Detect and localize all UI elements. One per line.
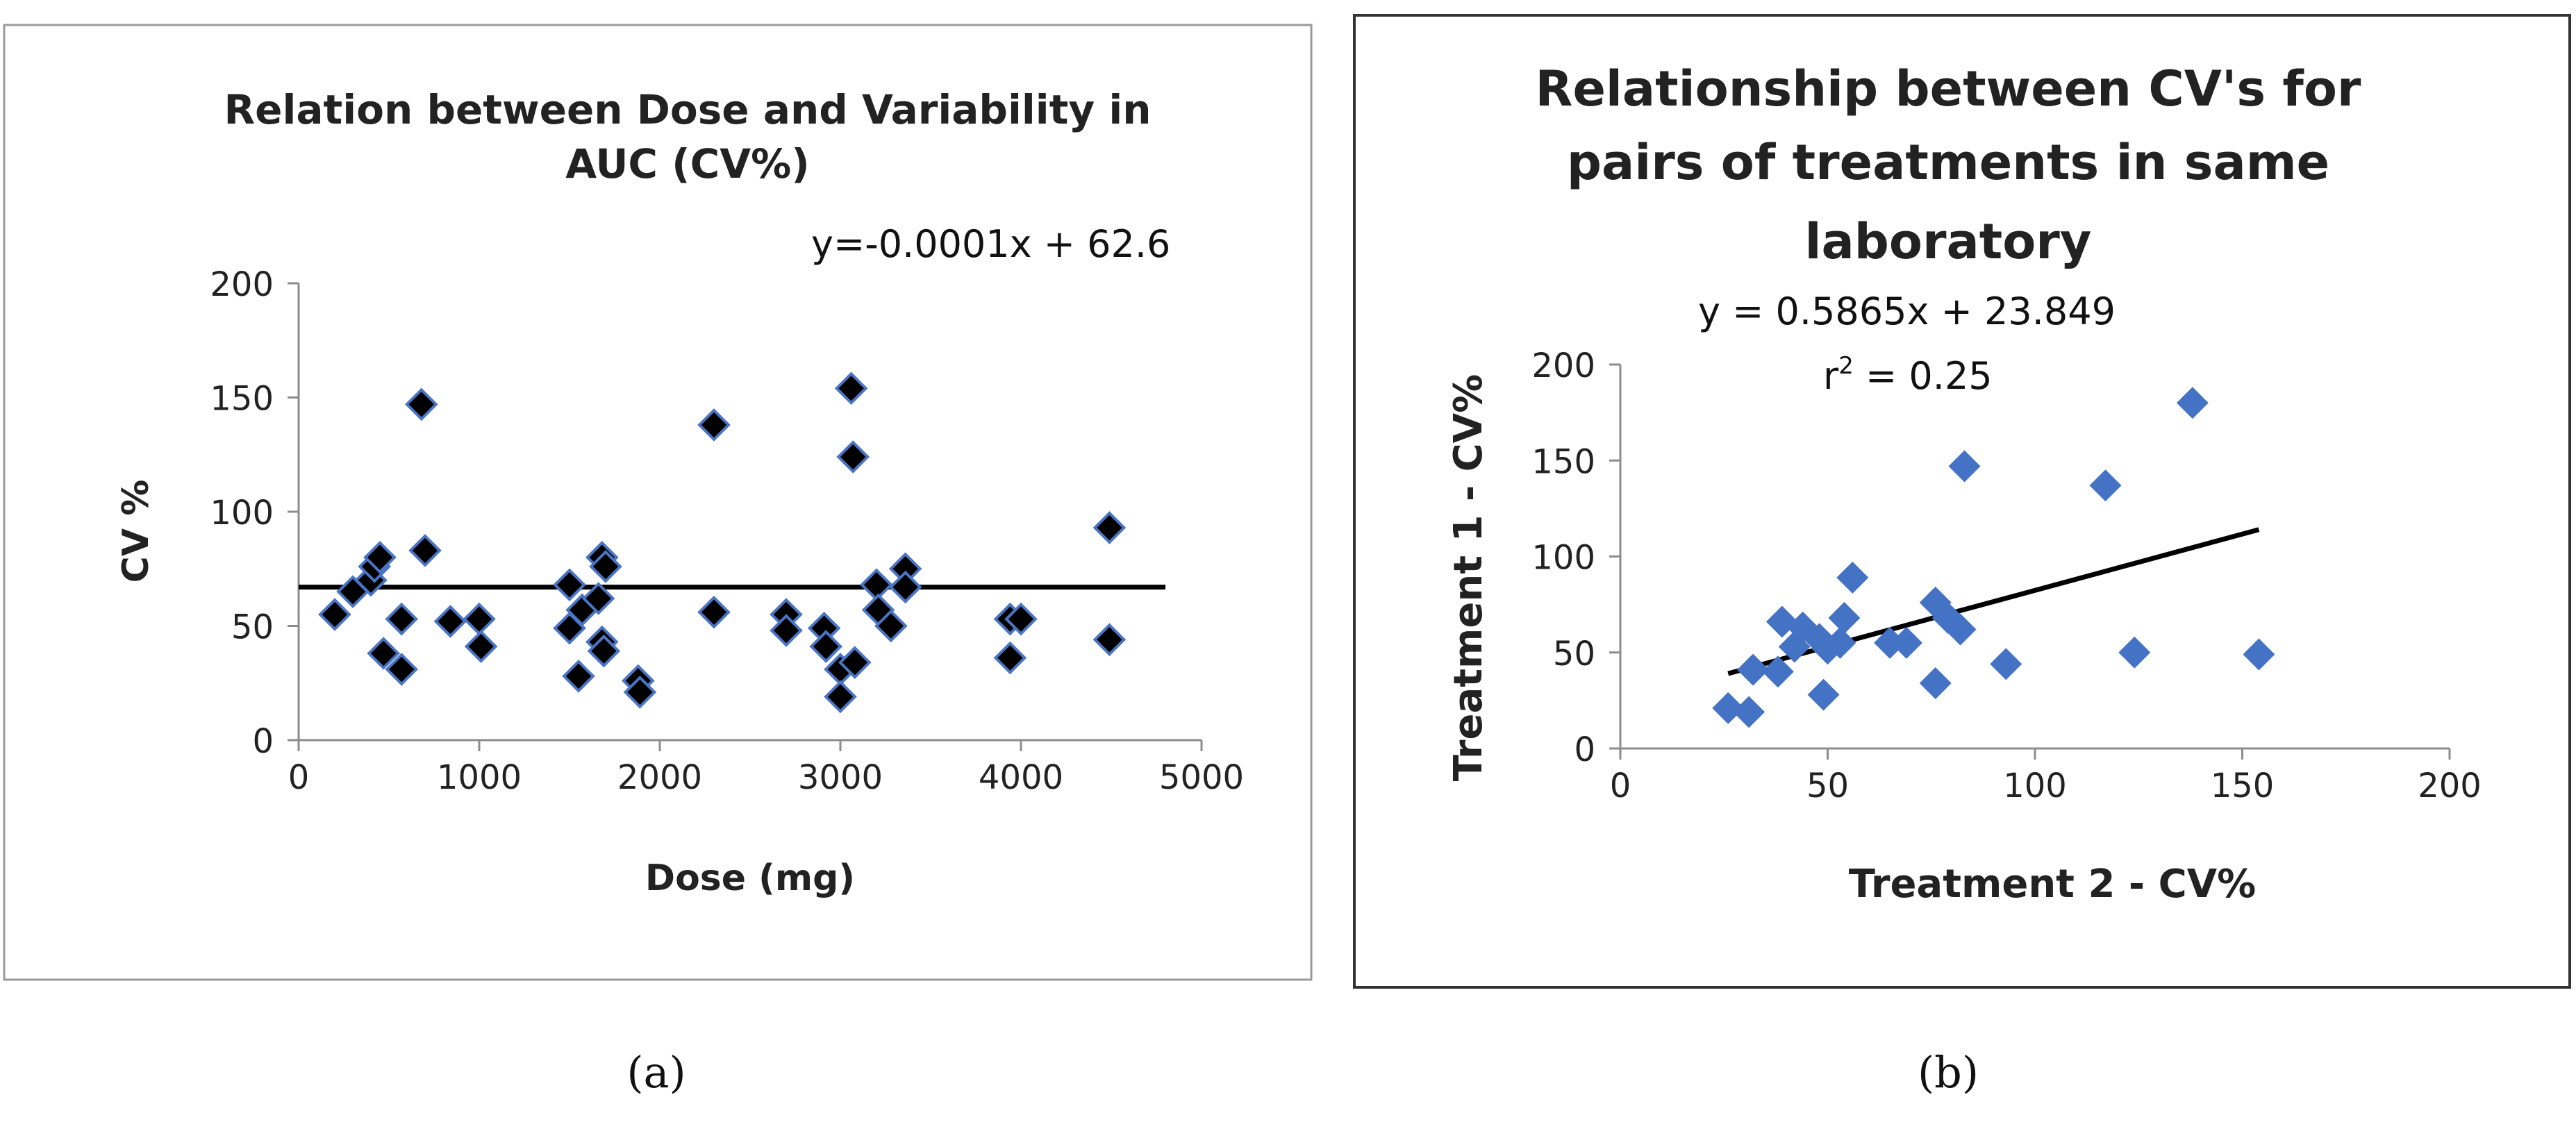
panel-b-y-tick-label: 200 <box>1531 346 1595 385</box>
panel-b-data-point <box>1919 667 1952 699</box>
panel-b-y-tick-label: 0 <box>1574 730 1595 769</box>
panel-b-x-tick-label: 50 <box>1806 767 1849 805</box>
panel-a-data-point <box>874 609 908 643</box>
panel-b-data-point <box>1948 450 1981 483</box>
panel-b-r-squared: r2 = 0.25 <box>1823 352 1993 398</box>
panel-a-y-tick-label: 100 <box>210 494 274 533</box>
panel-a-y-axis-label: CV % <box>115 480 157 583</box>
panel-a-x-axis-label: Dose (mg) <box>645 857 855 899</box>
panel-b-y-tick-label: 100 <box>1531 539 1595 578</box>
panel-b-plot: 0 50 100 150 200 0 50 100 150 200 <box>1531 346 2481 805</box>
panel-b-data-point <box>1836 561 1869 594</box>
panel-b-data-point <box>1733 696 1765 728</box>
panel-a-data-point <box>697 595 731 629</box>
panel-b-y-tick-label: 50 <box>1553 635 1595 673</box>
panel-a-caption: (a) <box>626 1047 685 1098</box>
panel-a-y-tick-label: 150 <box>210 380 274 419</box>
panel-a-data-point <box>836 440 870 474</box>
panel-a-data-point <box>581 582 615 615</box>
panel-a-data-point <box>433 605 467 638</box>
panel-b-x-axis-label: Treatment 2 - CV% <box>1849 862 2256 907</box>
panel-a-title-line-2: AUC (CV%) <box>565 140 810 187</box>
panel-a-data-point <box>834 371 868 405</box>
panel-a-title: Relation between Dose and Variability in… <box>224 86 1152 187</box>
panel-a-data-point <box>623 676 657 709</box>
panel-a-data-point <box>888 570 922 604</box>
panel-b-title: Relationship between CV's for pairs of t… <box>1536 60 2361 270</box>
panel-a-data-point <box>367 637 401 670</box>
panel-b-data-point <box>1874 626 1906 659</box>
panel-a-data-point <box>838 646 872 679</box>
panel-a-frame <box>3 24 1313 981</box>
panel-a-data-point <box>587 634 621 668</box>
panel-b-data-point <box>1828 601 1861 634</box>
panel-a-x-tick-label: 0 <box>288 758 310 797</box>
panel-b-r-squared-suffix: = 0.25 <box>1854 354 1993 398</box>
panel-a-data-point <box>824 680 857 714</box>
panel-b-data-point <box>2243 638 2275 671</box>
panel-a-data-point <box>1004 602 1038 636</box>
panel-a-data-point <box>318 598 351 631</box>
panel-a-data-point <box>363 540 397 574</box>
panel-a-y-tick-label: 0 <box>252 722 274 761</box>
panel-b-data-point <box>1890 626 1922 659</box>
panel-a-data-point <box>385 602 419 636</box>
panel-a-data-point <box>697 408 731 442</box>
panel-a-data-point <box>385 653 419 686</box>
panel-a-data-point <box>589 550 622 583</box>
panel-a-x-tick-label: 2000 <box>617 758 702 797</box>
panel-a-data-point <box>770 614 803 647</box>
panel-b-x-tick-label: 100 <box>2003 767 2067 805</box>
panel-a-data-point <box>404 387 438 421</box>
panel-a-data-point <box>553 568 586 602</box>
panel-a-data-point <box>993 641 1027 675</box>
panel-a-x-tick-label: 5000 <box>1159 758 1244 797</box>
panel-a-data-point <box>464 630 498 663</box>
panel-b-data-point <box>2089 469 2122 502</box>
panel-b-title-line-2: pairs of treatments in same <box>1567 134 2329 191</box>
panel-b-r-squared-sup: 2 <box>1838 352 1854 380</box>
panel-b-y-axis-label: Treatment 1 - CV% <box>1446 374 1491 781</box>
panel-a-data-point <box>408 534 442 567</box>
panel-b-y-tick-label: 150 <box>1531 442 1595 481</box>
panel-b-x-tick-label: 0 <box>1610 767 1631 805</box>
panel-b-equation: y = 0.5865x + 23.849 <box>1698 290 2116 333</box>
panel-a-y-tick-label: 200 <box>210 265 274 304</box>
panel-a-x-tick-label: 4000 <box>979 758 1063 797</box>
panel-b-data-point <box>1761 655 1794 688</box>
panel-b-data-point <box>1944 613 1977 646</box>
panel-a-data-point <box>809 630 843 663</box>
panel-a-x-tick-label: 1000 <box>437 758 522 797</box>
panel-b-data-point <box>2118 636 2151 669</box>
panel-b-data-point <box>1737 653 1770 686</box>
panel-b-data-point <box>1824 626 1856 659</box>
panel-b-data-point <box>1712 692 1745 724</box>
panel-a-data-point <box>1092 511 1127 544</box>
panel-b-frame <box>1353 14 2571 989</box>
panel-b-data-point <box>2176 387 2209 419</box>
panel-a-y-tick-label: 50 <box>231 608 274 647</box>
panel-a-data-point <box>1092 623 1127 657</box>
panel-b-r-squared-prefix: r <box>1823 354 1839 398</box>
panel-a-x-tick-label: 3000 <box>798 758 883 797</box>
panel-b-x-tick-label: 150 <box>2211 767 2275 805</box>
panel-b-data-point <box>1807 678 1840 711</box>
panel-b-caption: (b) <box>1918 1047 1979 1098</box>
panel-a-title-line-1: Relation between Dose and Variability in <box>224 86 1152 133</box>
panel-b-title-line-3: laboratory <box>1805 213 2092 270</box>
panel-a-equation: y=-0.0001x + 62.6 <box>811 222 1170 266</box>
panel-a-data-point <box>562 660 595 693</box>
panel-b-title-line-1: Relationship between CV's for <box>1536 60 2361 117</box>
panel-b-x-tick-label: 200 <box>2418 767 2482 805</box>
panel-b-data-point <box>1990 648 2022 680</box>
